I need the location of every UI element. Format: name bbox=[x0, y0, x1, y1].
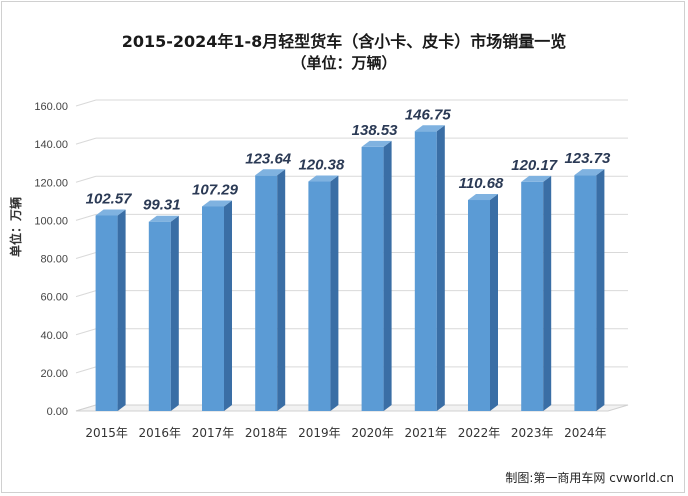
bar bbox=[308, 181, 331, 411]
y-tick-label: 20.00 bbox=[40, 368, 68, 380]
data-label: 138.53 bbox=[352, 122, 399, 139]
data-label: 102.57 bbox=[86, 190, 133, 207]
data-label: 146.75 bbox=[405, 106, 452, 123]
bar bbox=[148, 221, 171, 411]
gridline-depth bbox=[75, 252, 97, 259]
bar-top bbox=[574, 169, 605, 176]
y-tick-label: 60.00 bbox=[40, 292, 68, 304]
y-axis-label: 单位：万辆 bbox=[8, 197, 23, 257]
x-tick-label: 2016年 bbox=[139, 426, 182, 440]
y-tick-label: 120.00 bbox=[34, 177, 68, 189]
y-tick-label: 100.00 bbox=[34, 215, 68, 227]
x-tick-label: 2023年 bbox=[511, 426, 554, 440]
bar-side bbox=[490, 194, 498, 411]
data-label: 120.17 bbox=[511, 157, 558, 174]
data-label: 123.73 bbox=[564, 150, 611, 167]
bar bbox=[95, 215, 118, 411]
data-label: 99.31 bbox=[143, 197, 181, 214]
gridline-depth bbox=[75, 213, 97, 221]
x-tick-label: 2018年 bbox=[245, 426, 288, 440]
bar-top bbox=[361, 140, 392, 147]
bar-top bbox=[521, 175, 552, 182]
bar bbox=[574, 175, 597, 411]
y-tick-label: 140.00 bbox=[34, 139, 68, 151]
bar-top bbox=[308, 175, 339, 182]
bar-side bbox=[543, 175, 552, 411]
chart-credit: 制图:第一商用车网 cvworld.cn bbox=[505, 471, 674, 485]
bar bbox=[414, 131, 437, 411]
bar bbox=[468, 200, 490, 411]
bar bbox=[361, 146, 384, 411]
y-tick-label: 80.00 bbox=[40, 254, 68, 266]
gridline-depth bbox=[75, 175, 97, 183]
bar-side bbox=[224, 200, 232, 411]
y-tick-label: 0.00 bbox=[47, 406, 68, 418]
gridline-depth bbox=[75, 290, 97, 298]
chart-title: 2015-2024年1-8月轻型货车（含小卡、皮卡）市场销量一览 bbox=[121, 32, 567, 51]
bar bbox=[521, 181, 544, 411]
data-label: 123.64 bbox=[245, 150, 292, 167]
bar-side bbox=[383, 140, 392, 411]
bar-top bbox=[255, 169, 286, 176]
bar-top bbox=[414, 125, 445, 132]
x-tick-label: 2024年 bbox=[564, 426, 607, 440]
y-tick-label: 160.00 bbox=[34, 101, 68, 113]
bar bbox=[255, 175, 278, 411]
x-tick-label: 2020年 bbox=[351, 426, 394, 440]
y-tick-label: 40.00 bbox=[40, 330, 68, 342]
bar-side bbox=[117, 209, 126, 411]
bar-side bbox=[596, 169, 605, 411]
bar-side bbox=[436, 125, 445, 411]
gridline-depth bbox=[75, 137, 97, 145]
gridline-depth bbox=[75, 366, 97, 374]
data-label: 107.29 bbox=[192, 181, 239, 198]
x-tick-label: 2019年 bbox=[298, 426, 341, 440]
x-tick-label: 2022年 bbox=[458, 426, 501, 440]
x-tick-label: 2015年 bbox=[85, 426, 128, 440]
bar-top bbox=[202, 200, 232, 207]
bar bbox=[202, 206, 224, 411]
data-label: 110.68 bbox=[459, 175, 504, 192]
bar-top bbox=[148, 215, 179, 222]
gridline-depth bbox=[75, 99, 97, 107]
bar-top bbox=[468, 194, 498, 201]
gridline-depth bbox=[75, 328, 97, 336]
x-tick-label: 2021年 bbox=[405, 426, 448, 440]
bar-top bbox=[95, 209, 126, 216]
bar-side bbox=[277, 169, 286, 411]
data-label: 120.38 bbox=[298, 157, 345, 174]
chart-subtitle: （单位：万辆） bbox=[291, 54, 397, 72]
bar-side bbox=[330, 175, 339, 411]
bar-side bbox=[170, 215, 179, 411]
x-tick-label: 2017年 bbox=[192, 426, 235, 440]
